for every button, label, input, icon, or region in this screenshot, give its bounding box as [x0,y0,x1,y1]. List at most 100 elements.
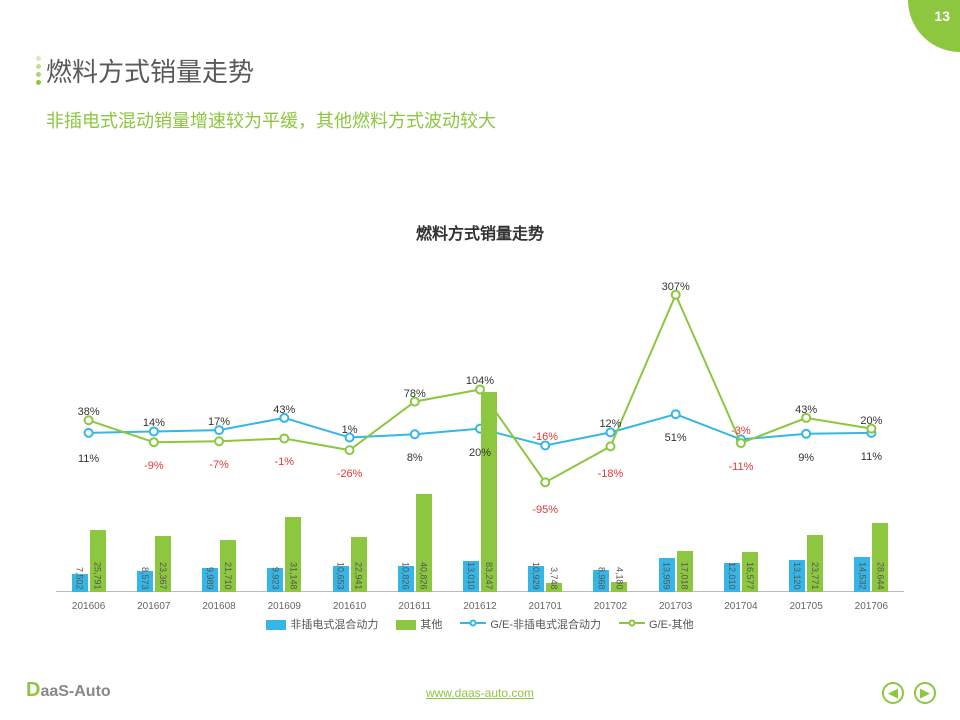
bar: 7,502 [72,574,88,592]
pct-label: 12% [599,418,621,430]
pct-label: -7% [209,459,229,471]
footer: DaaS-Auto www.daas-auto.com ◀ ▶ [0,678,960,702]
x-tick-label: 201612 [447,601,512,612]
pct-label: 20% [469,447,491,459]
pct-label: 14% [143,417,165,429]
pct-label: 11% [861,451,882,463]
bar-value-label: 13,010 [466,562,476,590]
bar: 40,826 [416,494,432,592]
pct-label: -16% [532,431,558,443]
next-button[interactable]: ▶ [914,682,936,704]
bar: 25,791 [90,530,106,592]
bar-value-label: 23,367 [158,562,168,590]
bar-value-label: 9,923 [270,567,280,590]
bar: 17,018 [677,551,693,592]
bar: 10,826 [398,566,414,592]
page-title: 燃料方式销量走势 [46,52,496,89]
chart-container: 燃料方式销量走势 7,50225,7912016068,57323,367201… [56,220,904,624]
bar-value-label: 17,018 [680,562,690,590]
x-tick-label: 201611 [382,601,447,612]
bar-value-label: 25,791 [93,562,103,590]
pct-label: 8% [407,452,423,464]
bar: 21,710 [220,540,236,592]
bar-value-label: 8,968 [596,567,606,590]
bar: 16,577 [742,552,758,592]
bar: 31,148 [285,517,301,592]
page-number-badge: 13 [908,0,960,52]
pct-label: 307% [662,281,690,293]
bar: 10,653 [333,566,349,592]
prev-button[interactable]: ◀ [882,682,904,704]
bar-value-label: 16,577 [745,562,755,590]
pct-label: 43% [795,404,817,416]
pct-label: 43% [273,404,295,416]
pct-label: 17% [208,416,230,428]
x-tick-label: 201610 [317,601,382,612]
x-tick-label: 201609 [252,601,317,612]
bar-value-label: 14,532 [857,562,867,590]
bar-value-label: 28,644 [875,562,885,590]
bar-value-label: 10,929 [531,562,541,590]
pct-label: 1% [342,424,358,436]
bar-value-label: 31,148 [288,562,298,590]
x-tick-label: 201608 [186,601,251,612]
bar: 13,010 [463,561,479,592]
x-tick-label: 201703 [643,601,708,612]
x-tick-label: 201606 [56,601,121,612]
bar-value-label: 12,010 [727,562,737,590]
bar-value-label: 40,826 [419,562,429,590]
bar-value-label: 4,180 [614,567,624,590]
bar: 13,120 [789,560,805,592]
legend-item-bar2: 其他 [396,616,442,632]
title-decoration-dots [36,56,41,85]
bar: 28,644 [872,523,888,592]
bar: 10,929 [528,566,544,592]
pct-label: -18% [598,468,624,480]
bar-value-label: 23,771 [810,562,820,590]
bar: 83,247 [481,392,497,592]
logo: DaaS-Auto [26,679,111,702]
pct-label: 51% [665,432,687,444]
bar: 14,532 [854,557,870,592]
bar-value-label: 13,120 [792,562,802,590]
legend-item-line1: G/E-非插电式混合动力 [460,616,601,632]
x-tick-label: 201607 [121,601,186,612]
bar: 9,923 [267,568,283,592]
nav-buttons: ◀ ▶ [882,682,936,704]
x-tick-label: 201704 [708,601,773,612]
x-tick-label: 201706 [839,601,904,612]
pct-label: 11% [78,453,99,465]
pct-label: -95% [532,504,558,516]
page-subtitle: 非插电式混动销量增速较为平缓，其他燃料方式波动较大 [46,107,496,133]
pct-label: -26% [337,468,363,480]
bar: 3,748 [546,583,562,592]
header-block: 燃料方式销量走势 非插电式混动销量增速较为平缓，其他燃料方式波动较大 [46,52,496,133]
bar-value-label: 13,959 [662,562,672,590]
bar-value-label: 22,941 [354,562,364,590]
footer-url[interactable]: www.daas-auto.com [426,686,534,700]
x-tick-label: 201702 [578,601,643,612]
pct-label: -9% [144,460,164,472]
chart-legend: 非插电式混合动力 其他 G/E-非插电式混合动力 G/E-其他 [56,616,904,632]
bar: 9,989 [202,568,218,592]
legend-item-line2: G/E-其他 [619,616,694,632]
bar: 23,771 [807,535,823,592]
bar: 23,367 [155,536,171,592]
bar: 8,968 [593,570,609,592]
bar-value-label: 7,502 [75,567,85,590]
bar-value-label: 21,710 [223,562,233,590]
bar-value-label: 10,653 [336,562,346,590]
bar-value-label: 9,989 [205,567,215,590]
bar: 12,010 [724,563,740,592]
x-tick-label: 201701 [513,601,578,612]
bar-value-label: 3,748 [549,567,559,590]
pct-label: 78% [404,388,426,400]
pct-label: -1% [275,456,295,468]
pct-label: -3% [731,425,751,437]
bar: 22,941 [351,537,367,592]
pct-label: 104% [466,375,494,387]
combo-chart: 7,50225,7912016068,57323,3672016079,9892… [56,254,904,624]
bar: 13,959 [659,558,675,592]
bar: 4,180 [611,582,627,592]
pct-label: 20% [860,415,882,427]
